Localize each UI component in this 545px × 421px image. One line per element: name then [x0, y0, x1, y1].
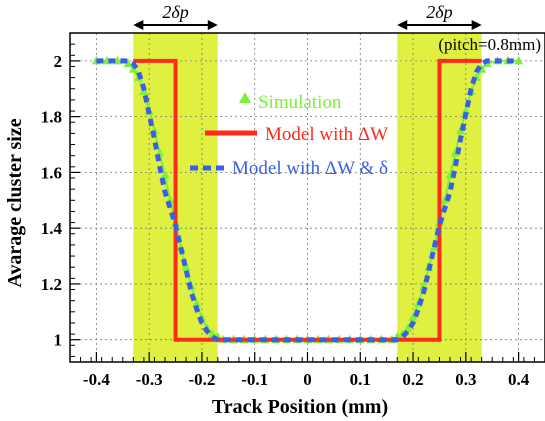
- band-arrow-head-left: [133, 20, 144, 30]
- simulation-point: [160, 170, 170, 179]
- x-axis-label: Track Position (mm): [212, 396, 388, 418]
- legend-simulation-label: Simulation: [258, 92, 342, 113]
- simulation-point: [123, 58, 133, 68]
- simulation-point: [155, 147, 165, 157]
- x-tick-label: -0.3: [136, 370, 163, 389]
- band-arrow-head-right: [471, 20, 482, 30]
- y-tick-label: 1.8: [41, 108, 62, 127]
- y-tick-label: 1.4: [41, 219, 63, 238]
- simulation-point: [440, 195, 450, 204]
- simulation-point: [408, 312, 418, 321]
- simulation-point: [181, 262, 191, 271]
- legend-model-dw-label: Model with ΔW: [265, 124, 388, 145]
- y-axis-label: Avarage cluster size: [4, 118, 26, 287]
- legend: Simulation Model with ΔW Model with ΔW &…: [190, 92, 388, 179]
- y-tick-label: 1.6: [41, 163, 62, 182]
- ticks: -0.4 -0.3 -0.2 -0.1 0 0.1 0.2 0.3 0.4 1 1.2 1.4 1.6 1…: [41, 43, 545, 389]
- y-tick-label: 2: [54, 52, 63, 71]
- band-width-label: 2δp: [162, 2, 188, 22]
- band-arrow-head-right: [207, 20, 218, 30]
- band-width-arrows: 2δp 2δp: [133, 2, 482, 30]
- x-tick-label: 0.4: [508, 370, 530, 389]
- simulation-point: [128, 64, 138, 73]
- x-tick-label: -0.4: [83, 370, 110, 389]
- series-layer: [91, 55, 524, 344]
- simulation-point: [514, 55, 524, 65]
- y-tick-label: 1.2: [41, 275, 62, 294]
- x-tick-label: -0.2: [188, 370, 215, 389]
- y-tick-label: 1: [54, 331, 63, 350]
- x-tick-label: 0.2: [402, 370, 423, 389]
- simulation-point: [139, 86, 149, 96]
- legend-model-dw-delta-label: Model with ΔW & δ: [232, 158, 388, 179]
- simulation-point: [403, 323, 413, 333]
- series-model-dw-line: [133, 58, 482, 342]
- x-tick-label: -0.1: [241, 370, 268, 389]
- pitch-annotation: (pitch=0.8mm): [438, 35, 541, 54]
- x-tick-label: 0.3: [455, 370, 476, 389]
- simulation-point: [450, 147, 460, 157]
- series-model-dw-delta-line: [96, 58, 519, 343]
- simulation-point: [192, 298, 202, 307]
- band-width-label: 2δp: [426, 2, 452, 22]
- band-arrow-head-left: [397, 20, 408, 30]
- legend-simulation-marker: [239, 92, 251, 103]
- x-tick-label: 0: [303, 370, 312, 389]
- x-tick-label: 0.1: [350, 370, 371, 389]
